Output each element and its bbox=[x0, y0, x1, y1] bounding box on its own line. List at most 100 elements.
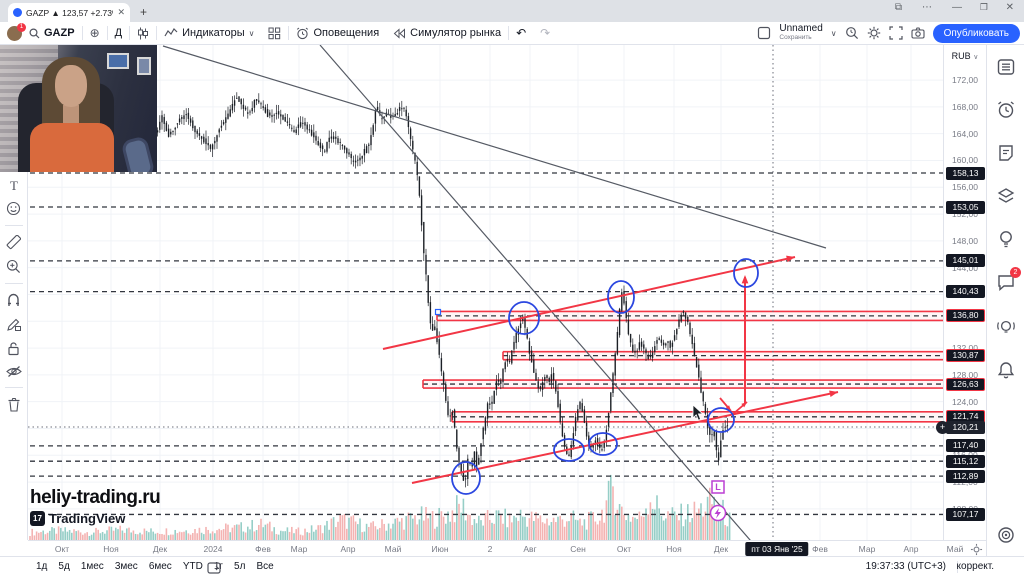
range-YTD[interactable]: YTD bbox=[182, 561, 203, 572]
measure-tool-icon[interactable] bbox=[6, 235, 21, 250]
layout-grid-button[interactable] bbox=[261, 22, 288, 44]
volume-bar bbox=[374, 526, 377, 540]
window-close-button[interactable]: ✕ bbox=[1005, 2, 1014, 13]
browser-menu-icon[interactable]: ⋯ bbox=[922, 2, 932, 13]
price-axis[interactable]: RUB ∨ 172,00 168,00 164,00 160,00 156,00 152,… bbox=[936, 45, 986, 540]
layout-select-icon[interactable] bbox=[757, 26, 771, 40]
volume-bar bbox=[495, 510, 498, 540]
streams-icon[interactable] bbox=[996, 317, 1016, 337]
range-Все[interactable]: Все bbox=[256, 561, 274, 572]
range-5л[interactable]: 5л bbox=[234, 561, 246, 572]
trash-icon[interactable] bbox=[7, 397, 21, 412]
watchlist-icon[interactable] bbox=[996, 57, 1016, 77]
compare-symbol-button[interactable]: ⊕ bbox=[89, 26, 100, 40]
time-tick: Мар bbox=[290, 544, 308, 554]
magnet-tool-icon[interactable] bbox=[6, 293, 21, 308]
object-tree-icon[interactable] bbox=[996, 186, 1016, 206]
volume-bar bbox=[266, 523, 269, 540]
browser-tab-strip: GAZP ▲ 123,57 +2.73% / Un... ✕ + ⧉ ⋯ — ❐… bbox=[0, 0, 1024, 22]
session-clock[interactable]: 19:37:33 (UTC+3) bbox=[865, 561, 946, 572]
highlight-ellipse bbox=[707, 407, 735, 433]
ideas-bulb-icon[interactable] bbox=[996, 229, 1016, 249]
chart-canvas[interactable]: L bbox=[28, 44, 956, 549]
notifications-bell-icon[interactable] bbox=[996, 360, 1016, 380]
hide-drawings-icon[interactable] bbox=[5, 365, 22, 378]
zoom-in-tool-icon[interactable] bbox=[6, 259, 21, 274]
time-axis-settings-gear-icon[interactable] bbox=[970, 543, 983, 556]
range-5д[interactable]: 5д bbox=[58, 561, 70, 572]
settings-gear-icon[interactable] bbox=[867, 26, 881, 40]
drawing-edit-lock-icon[interactable] bbox=[6, 317, 21, 332]
notes-icon[interactable] bbox=[996, 143, 1016, 163]
replay-button[interactable]: Симулятор рынка bbox=[386, 22, 508, 44]
range-1г[interactable]: 1г bbox=[213, 561, 224, 572]
chat-button[interactable]: 2 bbox=[996, 267, 1021, 292]
volume-bar bbox=[214, 533, 216, 540]
volume-bar bbox=[86, 532, 88, 540]
range-6мес[interactable]: 6мес bbox=[148, 561, 172, 572]
currency-selector[interactable]: RUB ∨ bbox=[951, 51, 979, 61]
go-to-date-icon[interactable] bbox=[207, 561, 221, 574]
volume-bar bbox=[585, 529, 588, 540]
svg-text:T: T bbox=[10, 178, 18, 192]
volume-bar bbox=[583, 519, 586, 540]
undo-button[interactable]: ↶ bbox=[516, 26, 527, 40]
volume-bar bbox=[209, 533, 212, 540]
volume-bar bbox=[667, 511, 669, 540]
volume-bar bbox=[539, 515, 542, 540]
window-maximize-button[interactable]: ❐ bbox=[979, 2, 988, 12]
publish-button[interactable]: Опубликовать bbox=[932, 23, 1020, 43]
adjust-toggle[interactable]: коррект. bbox=[956, 561, 994, 572]
volume-bar bbox=[625, 520, 627, 540]
indicators-button[interactable]: Индикаторы ∨ bbox=[157, 22, 261, 44]
volume-bar bbox=[508, 513, 511, 540]
interval-button[interactable]: Д bbox=[108, 22, 129, 44]
save-hint: Сохранить bbox=[779, 34, 812, 41]
chart-plot-area[interactable]: L bbox=[28, 44, 956, 549]
volume-bar bbox=[126, 528, 128, 540]
time-tick: Ноя bbox=[103, 544, 119, 554]
range-1мес[interactable]: 1мес bbox=[80, 561, 104, 572]
price-tick: 152,00 bbox=[952, 209, 978, 220]
volume-bar bbox=[482, 525, 484, 540]
lock-all-icon[interactable] bbox=[6, 341, 21, 356]
chevron-down-icon: ∨ bbox=[248, 28, 255, 38]
alerts-button[interactable]: Оповещения bbox=[289, 22, 386, 44]
volume-bar bbox=[310, 525, 313, 540]
symbol-search-button[interactable]: GAZP bbox=[22, 22, 82, 44]
volume-bar bbox=[222, 529, 225, 540]
add-alert-plus-icon[interactable]: + bbox=[936, 420, 949, 434]
layout-name-button[interactable]: Unnamed Сохранить bbox=[779, 24, 822, 42]
layout-chevron-icon[interactable]: ∨ bbox=[830, 28, 837, 38]
text-tool-icon[interactable]: T bbox=[6, 178, 22, 192]
alerts-clock-icon[interactable] bbox=[996, 100, 1016, 120]
quick-search-icon[interactable] bbox=[845, 26, 859, 40]
fullscreen-icon[interactable] bbox=[889, 26, 903, 40]
chart-style-button[interactable] bbox=[130, 22, 156, 44]
highlight-ellipse bbox=[588, 432, 618, 456]
window-minimize-button[interactable]: — bbox=[952, 2, 962, 13]
snapshot-camera-icon[interactable] bbox=[911, 27, 925, 39]
price-level-label: 158,13 bbox=[946, 166, 985, 180]
browser-tab[interactable]: GAZP ▲ 123,57 +2.73% / Un... ✕ bbox=[8, 3, 130, 22]
time-tick: Окт bbox=[54, 544, 70, 554]
volume-bar bbox=[524, 516, 526, 540]
new-tab-button[interactable]: + bbox=[140, 5, 148, 19]
volume-bar bbox=[299, 534, 302, 540]
range-3мес[interactable]: 3мес bbox=[114, 561, 138, 572]
redo-button[interactable]: ↷ bbox=[540, 26, 551, 40]
scroll-to-recent-icon[interactable] bbox=[996, 525, 1016, 545]
volume-bar bbox=[361, 532, 363, 540]
cast-icon[interactable]: ⧉ bbox=[894, 2, 902, 13]
volume-bar bbox=[623, 514, 625, 540]
volume-bar bbox=[348, 517, 350, 540]
emoji-tool-icon[interactable] bbox=[6, 201, 21, 216]
volume-bar bbox=[35, 531, 38, 540]
volume-bar bbox=[62, 531, 64, 540]
range-1д[interactable]: 1д bbox=[36, 561, 48, 572]
volume-bar bbox=[706, 496, 709, 540]
tab-close-icon[interactable]: ✕ bbox=[117, 7, 125, 17]
time-tick: Фев bbox=[812, 544, 828, 554]
time-axis[interactable]: пт 03 Янв '25 Окт Ноя Дек 2024 Фев Мар Апр Май И… bbox=[28, 540, 986, 556]
user-avatar[interactable]: 1 bbox=[7, 22, 26, 41]
